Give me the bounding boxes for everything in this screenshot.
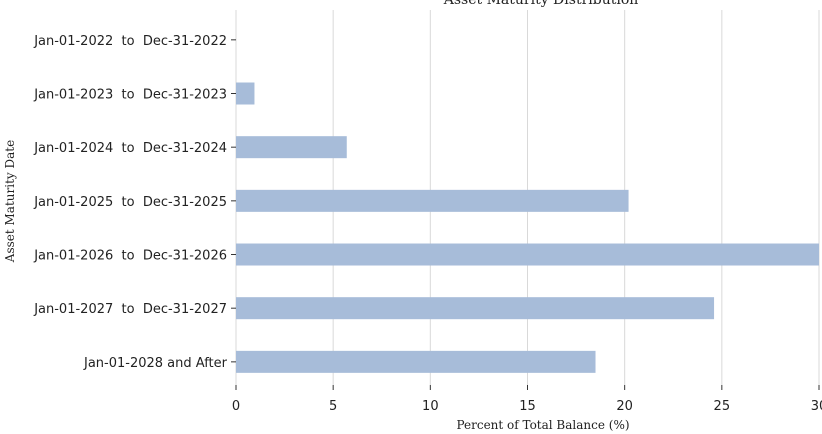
bar — [236, 136, 347, 159]
y-axis-label: Asset Maturity Date — [3, 140, 17, 263]
y-tick-label: Jan-01-2024 to Dec-31-2024 — [33, 141, 227, 156]
y-tick-label: Jan-01-2026 to Dec-31-2026 — [33, 249, 227, 264]
x-tick-label: 5 — [329, 399, 337, 414]
x-tick-label: 25 — [714, 399, 731, 414]
x-tick-label: 20 — [616, 399, 633, 414]
y-tick-label: Jan-01-2028 and After — [83, 356, 228, 371]
y-tick-label: Jan-01-2023 to Dec-31-2023 — [33, 88, 227, 103]
x-tick-label: 0 — [232, 399, 240, 414]
y-tick-label: Jan-01-2027 to Dec-31-2027 — [33, 302, 227, 317]
chart-title: Asset Maturity Distribution — [443, 0, 639, 8]
x-tick-label: 15 — [519, 399, 536, 414]
bar — [236, 189, 629, 212]
y-tick-label: Jan-01-2025 to Dec-31-2025 — [33, 195, 227, 210]
x-axis-label: Percent of Total Balance (%) — [456, 418, 629, 432]
x-tick-label: 30 — [811, 399, 822, 414]
bar — [236, 82, 255, 105]
bar-layer — [236, 82, 819, 373]
y-tick-label: Jan-01-2022 to Dec-31-2022 — [33, 34, 227, 49]
bar — [236, 350, 596, 373]
bar — [236, 297, 715, 320]
axis-layer: 0 5 10 15 20 25 30 Jan-01-2022 to Dec-31-2022 Ja… — [33, 34, 822, 414]
x-tick-label: 10 — [422, 399, 439, 414]
bar — [236, 243, 819, 266]
